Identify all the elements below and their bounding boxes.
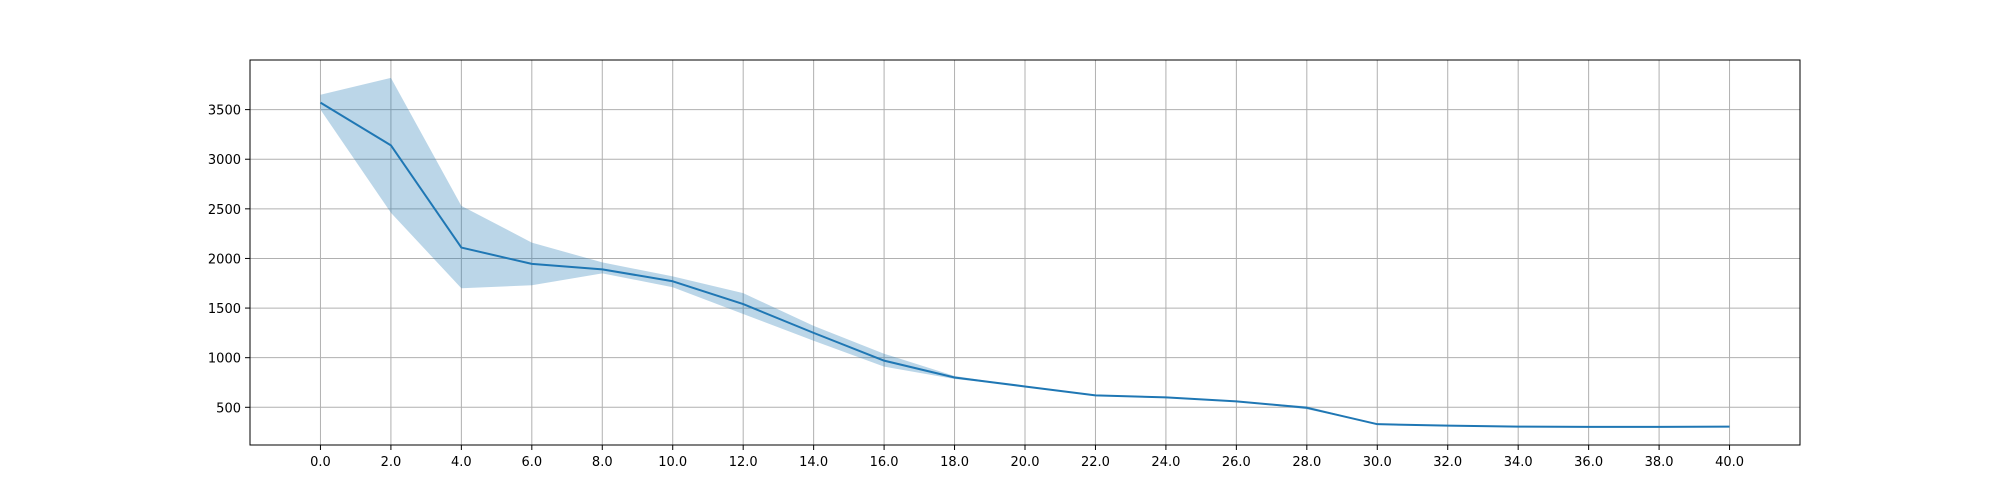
y-tick-label: 1000 — [208, 352, 241, 367]
y-tick-label: 1500 — [208, 302, 241, 317]
x-tick-label: 4.0 — [451, 455, 472, 470]
x-tick-label: 38.0 — [1645, 455, 1674, 470]
x-tick-label: 6.0 — [521, 455, 542, 470]
x-tick-label: 32.0 — [1433, 455, 1462, 470]
x-tick-label: 2.0 — [381, 455, 402, 470]
x-tick-label: 22.0 — [1081, 455, 1110, 470]
x-tick-label: 8.0 — [592, 455, 613, 470]
y-tick-label: 2000 — [208, 252, 241, 267]
x-tick-label: 28.0 — [1292, 455, 1321, 470]
x-tick-label: 36.0 — [1574, 455, 1603, 470]
x-tick-label: 10.0 — [658, 455, 687, 470]
series-line-layer — [319, 101, 1730, 428]
y-tick-label: 3000 — [208, 153, 241, 168]
x-tick-label: 12.0 — [729, 455, 758, 470]
x-tick-label: 30.0 — [1363, 455, 1392, 470]
y-tick-label: 3500 — [208, 104, 241, 119]
x-tick-label: 20.0 — [1011, 455, 1040, 470]
x-tick-label: 24.0 — [1151, 455, 1180, 470]
x-tick-label: 0.0 — [310, 455, 331, 470]
x-tick-label: 18.0 — [940, 455, 969, 470]
grid-lines — [250, 60, 1800, 445]
y-axis-ticks: 500 1000 1500 2000 2500 3000 3500 — [208, 104, 250, 416]
x-axis-ticks: 0.0 2.0 4.0 6.0 8.0 10.0 12.0 14.0 16.0 18.0 20.0 2… — [310, 445, 1744, 470]
x-tick-label: 14.0 — [799, 455, 828, 470]
x-tick-label: 34.0 — [1504, 455, 1533, 470]
x-tick-label: 26.0 — [1222, 455, 1251, 470]
series-line — [319, 101, 1730, 428]
x-tick-label: 40.0 — [1715, 455, 1744, 470]
x-tick-label: 16.0 — [870, 455, 899, 470]
y-tick-label: 500 — [216, 401, 241, 416]
y-tick-label: 2500 — [208, 203, 241, 218]
